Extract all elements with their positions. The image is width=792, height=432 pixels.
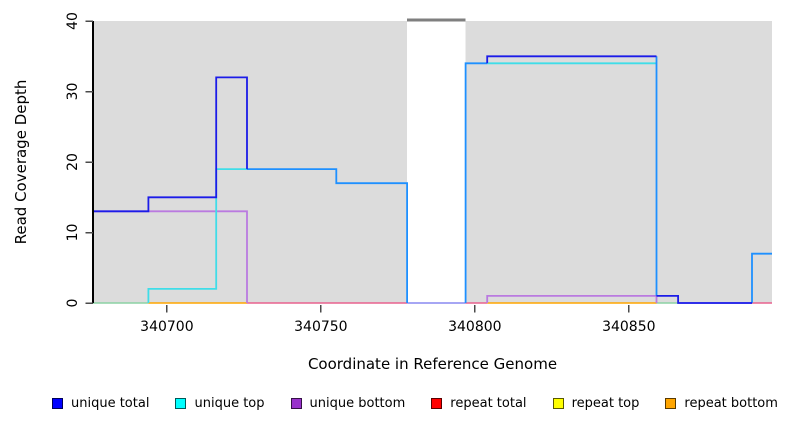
y-tick-label: 10 bbox=[65, 224, 81, 242]
x-tick-label: 340800 bbox=[448, 319, 501, 335]
legend-swatch-repeat-bottom bbox=[665, 398, 677, 409]
unique-top-left-line bbox=[147, 168, 247, 303]
y-tick-label: 40 bbox=[65, 12, 81, 30]
legend-label-repeat-top: repeat top bbox=[571, 396, 640, 411]
legend-label-repeat-bottom: repeat bottom bbox=[684, 396, 778, 411]
legend-item-unique-top: unique top bbox=[175, 396, 265, 411]
legend-swatch-repeat-total bbox=[431, 398, 443, 409]
coverage-plot: 0 10 20 30 40 Read Coverage Depth 340700 340750… bbox=[12, 12, 772, 373]
legend-label-repeat-total: repeat total bbox=[450, 396, 527, 411]
overlap-azure-mid-line bbox=[247, 168, 409, 303]
legend-item-repeat-total: repeat total bbox=[431, 396, 527, 411]
unique-bottom-right-line bbox=[486, 294, 658, 303]
legend-swatch-repeat-top bbox=[552, 398, 564, 409]
gap-cap-bar bbox=[407, 18, 466, 22]
y-tick-label: 30 bbox=[65, 83, 81, 101]
plot-background-region-2 bbox=[465, 21, 772, 303]
y-tick-label: 0 bbox=[65, 299, 81, 308]
plot-background-region-1 bbox=[93, 21, 408, 303]
x-tick-label: 340850 bbox=[602, 319, 655, 335]
legend-label-unique-top: unique top bbox=[194, 396, 265, 411]
legend-label-unique-bottom: unique bottom bbox=[309, 396, 406, 411]
y-axis-title: Read Coverage Depth bbox=[12, 80, 30, 245]
legend-swatch-unique-top bbox=[175, 398, 187, 409]
legend-item-repeat-top: repeat top bbox=[552, 396, 640, 411]
x-axis-title: Coordinate in Reference Genome bbox=[308, 355, 557, 373]
x-tick-label: 340700 bbox=[140, 319, 193, 335]
legend-swatch-unique-bottom bbox=[290, 398, 302, 409]
legend-item-unique-bottom: unique bottom bbox=[290, 396, 406, 411]
y-tick-label: 20 bbox=[65, 153, 81, 171]
unique-total-left-line bbox=[93, 76, 248, 213]
legend-item-unique-total: unique total bbox=[52, 396, 149, 411]
legend: unique total unique top unique bottom repea… bbox=[0, 396, 792, 411]
unique-total-tail-line bbox=[656, 294, 752, 304]
legend-swatch-unique-total bbox=[52, 398, 63, 409]
legend-label-unique-total: unique total bbox=[71, 396, 150, 411]
x-tick-label: 340750 bbox=[294, 319, 347, 335]
unique-total-right-line bbox=[486, 55, 657, 64]
overlap-azure-rise-line bbox=[464, 62, 488, 303]
legend-item-repeat-bottom: repeat bottom bbox=[665, 396, 778, 411]
overlap-azure-tail-line bbox=[751, 252, 772, 303]
